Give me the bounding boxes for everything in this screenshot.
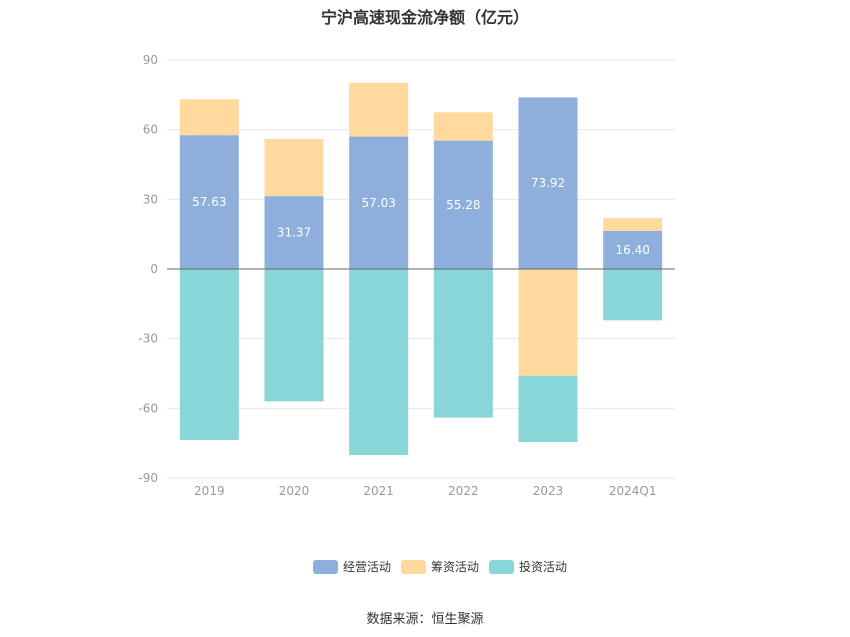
legend-swatch [401,560,426,574]
x-tick-label: 2021 [363,484,394,498]
bar-经营活动-2019[interactable] [179,135,239,269]
y-tick-label: -60 [138,401,158,415]
y-tick-label: -90 [138,471,158,485]
bar-筹资活动-2021[interactable] [349,82,409,137]
bar-投资活动-2024Q1[interactable] [603,269,663,321]
bar-经营活动-2020[interactable] [264,196,324,269]
legend-item-投资活动[interactable]: 投资活动 [489,559,567,574]
x-tick-label: 2023 [533,484,564,498]
legend-label: 投资活动 [519,559,567,574]
data-labels: 57.63 31.37 57.03 55.28 73.92 16.40 [192,176,650,257]
bar-经营活动-2024Q1[interactable] [603,230,663,269]
data-label: 73.92 [531,176,565,190]
x-tick-label: 2020 [279,484,310,498]
y-tick-label: 90 [143,53,158,67]
y-tick-label: -30 [138,332,158,346]
bars [179,82,663,456]
bar-投资活动-2022[interactable] [433,269,493,418]
x-tick-label: 2022 [448,484,479,498]
bar-筹资活动-2023[interactable] [518,269,578,376]
legend-label: 筹资活动 [431,560,479,574]
bar-投资活动-2023[interactable] [518,375,578,443]
legend-swatch [489,560,514,574]
gridlines [167,59,675,479]
legend-item-经营活动[interactable]: 经营活动 [313,560,391,574]
x-tick-label: 2019 [194,484,225,498]
bar-经营活动-2021[interactable] [349,136,409,269]
legend-swatch [313,560,338,574]
x-tick-label: 2024Q1 [609,484,657,498]
y-tick-label: 60 [143,123,158,137]
y-axis-ticks: 90 60 30 0 -30 -60 -90 [138,53,158,485]
chart-title: 宁沪高速现金流净额（亿元） [320,8,529,27]
bar-筹资活动-2024Q1[interactable] [603,217,663,231]
bar-投资活动-2019[interactable] [179,269,239,440]
y-tick-label: 0 [150,262,158,276]
data-label: 31.37 [277,226,311,240]
bar-筹资活动-2022[interactable] [433,112,493,141]
data-label: 16.40 [615,243,649,257]
bar-经营活动-2022[interactable] [433,140,493,269]
data-label: 57.03 [361,196,395,210]
data-label: 55.28 [446,198,480,212]
legend-label: 经营活动 [343,560,391,574]
bar-投资活动-2020[interactable] [264,269,324,402]
bar-投资活动-2021[interactable] [349,269,409,456]
bar-经营活动-2023[interactable] [518,97,578,269]
data-label: 57.63 [192,195,226,209]
legend[interactable]: 经营活动 筹资活动 投资活动 [313,559,567,574]
legend-item-筹资活动[interactable]: 筹资活动 [401,560,479,574]
bar-筹资活动-2019[interactable] [179,99,239,136]
x-axis-ticks: 2019 2020 2021 2022 2023 2024Q1 [194,484,656,498]
bar-筹资活动-2020[interactable] [264,139,324,197]
data-source-note: 数据来源：恒生聚源 [366,612,484,627]
y-tick-label: 30 [143,192,158,206]
